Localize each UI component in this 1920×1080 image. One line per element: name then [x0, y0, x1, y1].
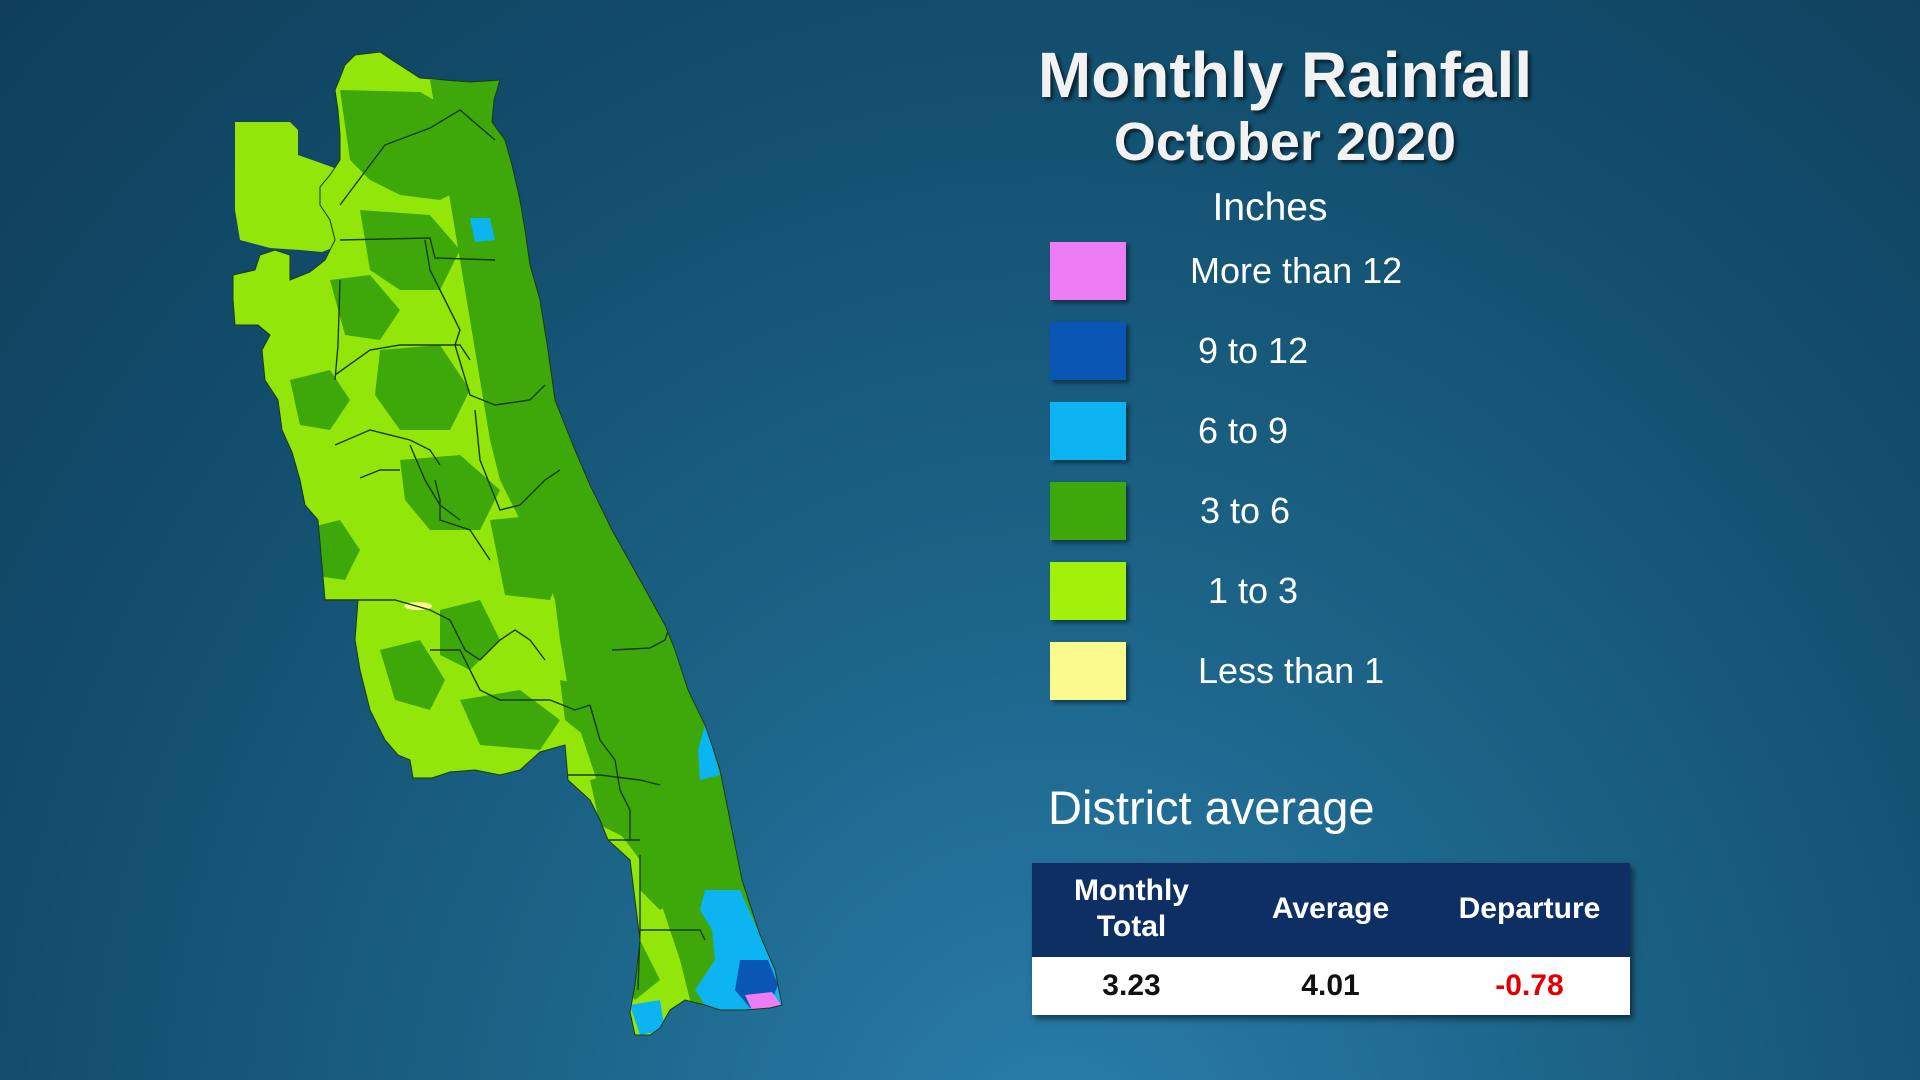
value-departure: -0.78: [1495, 969, 1564, 1002]
map-subtitle: October 2020: [1113, 112, 1457, 172]
legend-swatch-3-to-6: [1050, 482, 1126, 540]
legend-swatch-more-than-12: [1050, 242, 1126, 300]
rainfall-map: [232, 51, 783, 1036]
value-monthly-total: 3.23: [1102, 969, 1161, 1002]
legend-swatch-6-to-9: [1050, 402, 1126, 460]
district-average-table: Monthly Total Average Departure 3.23 4.0…: [1032, 863, 1630, 1015]
legend-label: 3 to 6: [1200, 490, 1291, 531]
legend-label: 1 to 3: [1208, 570, 1299, 611]
legend-label: More than 12: [1190, 250, 1403, 291]
legend-label: 6 to 9: [1198, 410, 1289, 451]
legend-title: Inches: [1212, 186, 1328, 229]
legend-item: 3 to 6: [1050, 482, 1550, 542]
district-average-label: District average: [1048, 781, 1375, 834]
legend-swatch-less-than-1: [1050, 642, 1126, 700]
header-average: Average: [1271, 892, 1390, 925]
header-monthly-total-line-2: Total: [1096, 910, 1167, 943]
header-departure: Departure: [1458, 892, 1601, 925]
legend-label: 9 to 12: [1198, 330, 1309, 371]
map-title: Monthly Rainfall: [1037, 39, 1533, 111]
legend-item: 1 to 3: [1050, 562, 1550, 622]
legend-swatch-1-to-3: [1050, 562, 1126, 620]
legend-item: 9 to 12: [1050, 322, 1550, 382]
value-average: 4.01: [1301, 969, 1360, 1002]
legend-label: Less than 1: [1198, 650, 1385, 691]
legend-item: Less than 1: [1050, 642, 1550, 702]
header-monthly-total-line-1: Monthly: [1074, 874, 1189, 907]
legend-item: 6 to 9: [1050, 402, 1550, 462]
header-monthly-total: Monthly Total: [1032, 873, 1231, 945]
table-value-row: 3.23 4.01 -0.78: [1032, 957, 1630, 1015]
table-header-row: Monthly Total Average Departure: [1032, 863, 1630, 957]
legend-swatch-9-to-12: [1050, 322, 1126, 380]
legend-item: More than 12: [1050, 242, 1550, 302]
